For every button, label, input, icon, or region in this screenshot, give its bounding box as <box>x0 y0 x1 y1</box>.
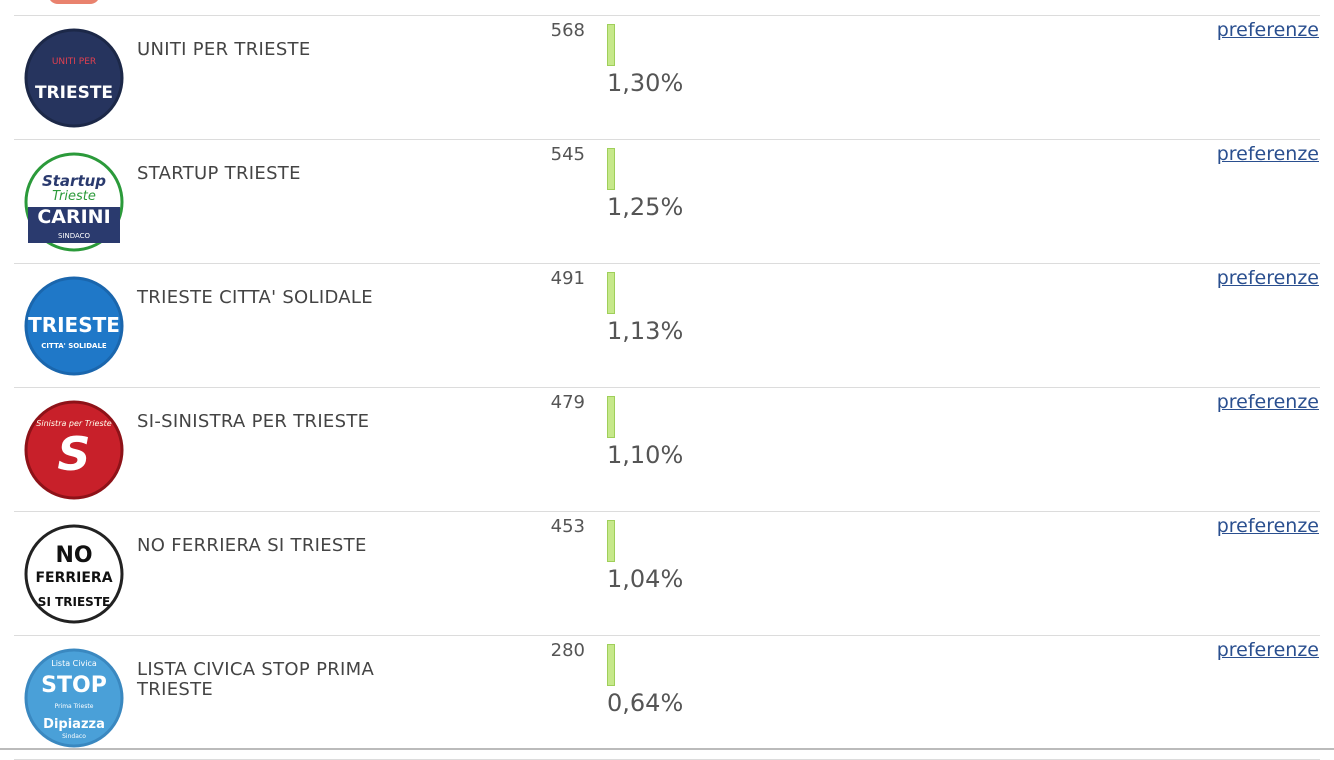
vote-count: 280 <box>550 640 585 661</box>
logo-text: TRIESTE <box>35 83 113 103</box>
party-logo: Lista Civica STOP Prima Trieste DipiazzaSin… <box>24 648 124 748</box>
preferences-link[interactable]: preferenze <box>1216 391 1319 413</box>
logo-text: Startup <box>42 172 106 190</box>
vote-percent: 0,64% <box>607 689 684 717</box>
table-row: Lista Civica STOP Prima Trieste Dipiazza Sin… <box>0 636 1334 760</box>
vote-count: 453 <box>550 516 585 537</box>
logo-text: UNITI PER <box>52 57 96 67</box>
logo-circle <box>24 28 124 128</box>
vote-percent: 1,25% <box>607 193 684 221</box>
logo-text: Sindaco <box>62 733 86 740</box>
party-logo: UNITI PER TRIESTE <box>24 28 124 128</box>
table-row: Sinistra per Trieste S SI-SINISTRA PER TRI… <box>0 388 1334 512</box>
logo-text: Sinistra per Trieste <box>36 419 111 428</box>
party-name: UNITI PER TRIESTE <box>137 39 311 60</box>
percent-bar <box>607 148 615 190</box>
logo-band <box>28 207 120 243</box>
party-logo: TRIESTE CITTA' SOLIDALE <box>24 276 124 376</box>
party-name: TRIESTE CITTA' SOLIDALE <box>137 287 373 308</box>
preferences-link[interactable]: preferenze <box>1216 19 1319 41</box>
table-row: UNITI PER TRIESTE UNITI PER TRIESTE 568 1,30… <box>0 16 1334 140</box>
logo-text: SINDACO <box>58 232 91 240</box>
logo-circle <box>24 648 124 748</box>
vote-percent: 1,30% <box>607 69 684 97</box>
vote-count: 545 <box>550 144 585 165</box>
table-row: Startup Trieste CARINI SINDACO STARTUP TRIES… <box>0 140 1334 264</box>
table-row: TRIESTE CITTA' SOLIDALE TRIESTE CITTA' SOL… <box>0 264 1334 388</box>
party-name: NO FERRIERA SI TRIESTE <box>137 535 367 556</box>
logo-text: Dipiazza <box>43 717 105 732</box>
party-name: STARTUP TRIESTE <box>137 163 301 184</box>
vote-count: 491 <box>550 268 585 289</box>
separator <box>14 635 1320 636</box>
percent-bar <box>607 644 615 686</box>
vote-percent: 1,13% <box>607 317 684 345</box>
logo-circle <box>24 400 124 500</box>
logo-text: Trieste <box>52 189 96 204</box>
percent-bar <box>607 396 615 438</box>
bottom-edge <box>0 748 1334 750</box>
table-row: NO FERRIERA SI TRIESTE NO FERRIERA SI TRIES… <box>0 512 1334 636</box>
party-name: LISTA CIVICA STOP PRIMA TRIESTE <box>137 659 375 700</box>
percent-bar <box>607 24 615 66</box>
separator <box>14 387 1320 388</box>
vote-count: 568 <box>550 20 585 41</box>
preferences-link[interactable]: preferenze <box>1216 515 1319 537</box>
logo-edge <box>48 0 100 4</box>
preferences-link[interactable]: preferenze <box>1216 143 1319 165</box>
logo-text: NO <box>55 543 92 568</box>
logo-text: FERRIERA <box>35 570 112 586</box>
percent-bar <box>607 520 615 562</box>
previous-row-edge <box>0 0 1334 16</box>
party-name: SI-SINISTRA PER TRIESTE <box>137 411 370 432</box>
vote-percent: 1,04% <box>607 565 684 593</box>
party-logo: NO FERRIERA SI TRIESTE <box>24 524 124 624</box>
preferences-link[interactable]: preferenze <box>1216 639 1319 661</box>
vote-count: 479 <box>550 392 585 413</box>
logo-text: S <box>57 427 90 481</box>
separator <box>14 511 1320 512</box>
separator <box>14 139 1320 140</box>
logo-circle <box>24 524 124 624</box>
logo-text: CITTA' SOLIDALE <box>41 342 107 350</box>
logo-text: TRIESTE <box>28 313 120 337</box>
separator <box>14 263 1320 264</box>
logo-text: Prima Trieste <box>55 703 94 710</box>
logo-text: CARINI <box>37 206 110 228</box>
logo-text: SI TRIESTE <box>38 595 110 609</box>
vote-percent: 1,10% <box>607 441 684 469</box>
separator <box>14 15 1320 16</box>
logo-circle <box>24 276 124 376</box>
logo-text: STOP <box>41 673 107 698</box>
logo-text: Lista Civica <box>51 659 97 668</box>
preferences-link[interactable]: preferenze <box>1216 267 1319 289</box>
percent-bar <box>607 272 615 314</box>
